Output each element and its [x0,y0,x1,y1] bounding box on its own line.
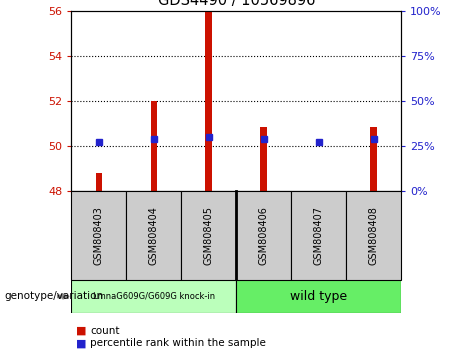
Bar [126,191,181,280]
Text: genotype/variation: genotype/variation [5,291,104,302]
Text: percentile rank within the sample: percentile rank within the sample [90,338,266,348]
Text: ■: ■ [76,338,87,348]
Text: GSM808403: GSM808403 [94,206,104,265]
Bar [95,173,102,191]
Bar [346,191,401,280]
Text: count: count [90,326,119,336]
Bar [291,191,346,280]
Bar [260,127,267,191]
Bar [206,11,212,191]
Bar [236,191,291,280]
Text: GSM808407: GSM808407 [313,206,324,265]
Bar [71,191,126,280]
Text: GSM808404: GSM808404 [149,206,159,265]
Bar [370,127,377,191]
Text: GSM808405: GSM808405 [204,206,214,265]
Bar [151,101,157,191]
Bar [236,280,401,313]
Bar [71,280,236,313]
Bar [315,191,322,193]
Text: GSM808408: GSM808408 [369,206,378,265]
Bar [181,191,236,280]
Title: GDS4490 / 10569896: GDS4490 / 10569896 [158,0,315,8]
Text: LmnaG609G/G609G knock-in: LmnaG609G/G609G knock-in [93,292,215,301]
Text: GSM808406: GSM808406 [259,206,269,265]
Text: wild type: wild type [290,290,347,303]
Text: ■: ■ [76,326,87,336]
